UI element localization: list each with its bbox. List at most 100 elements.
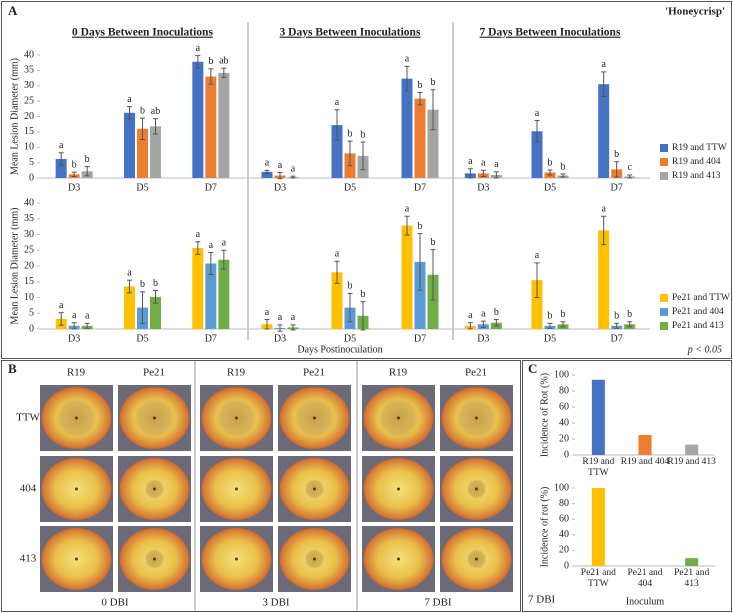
error-bar — [404, 215, 410, 236]
error-bar — [264, 319, 270, 330]
significance-letter: a — [335, 249, 340, 260]
error-bar — [547, 169, 553, 176]
y-tick-label: 20 — [24, 111, 34, 122]
panel-a-frame — [1, 1, 732, 359]
bar — [192, 61, 204, 178]
bar — [150, 296, 161, 329]
x-tick-label: D3 — [68, 333, 80, 344]
significance-letter: a — [291, 312, 296, 323]
y-tick-label: 30 — [24, 229, 34, 240]
bar — [331, 272, 343, 329]
x-tick-label: D7 — [205, 182, 217, 193]
bar — [591, 488, 605, 566]
y-tick-label: 20 — [559, 545, 569, 556]
x-tick-label: D3 — [477, 182, 489, 193]
error-bar — [84, 166, 90, 177]
significance-letter: b — [548, 311, 553, 322]
significance-letter: a — [405, 204, 410, 215]
x-tick-label: Pe21 and 413 — [674, 568, 710, 589]
y-tick-label: 15 — [24, 126, 34, 137]
bar — [55, 158, 67, 178]
wound — [235, 416, 238, 420]
error-bar — [153, 290, 158, 304]
significance-letter: a — [59, 300, 64, 311]
error-bar — [601, 71, 607, 98]
significance-letter: b — [494, 307, 499, 318]
column-label: R19 — [227, 367, 246, 379]
panel-label: B — [8, 361, 17, 376]
error-bar — [127, 106, 132, 120]
bar — [218, 259, 230, 329]
column-label: R19 — [389, 367, 408, 379]
error-bar — [290, 175, 296, 179]
error-bar — [534, 262, 540, 298]
x-tick-label: D3 — [274, 182, 286, 193]
x-axis-label: Inoculum — [626, 596, 665, 607]
error-bar — [547, 322, 553, 329]
significance-letter: a — [481, 158, 486, 169]
significance-letter: b — [361, 129, 366, 140]
y-tick-label: 0 — [564, 560, 569, 571]
significance-letter: a — [196, 229, 201, 240]
y-tick-label: 25 — [24, 95, 34, 106]
error-bar — [360, 141, 366, 171]
row-label: 404 — [20, 483, 37, 495]
x-tick-label: Pe21 and TTW — [580, 568, 616, 589]
significance-letter: a — [265, 307, 270, 318]
error-bar — [560, 321, 566, 328]
y-tick-label: 25 — [24, 245, 34, 256]
significance-letter: a — [335, 97, 340, 108]
error-bar — [614, 322, 620, 329]
significance-letter: a — [278, 312, 283, 323]
bar — [598, 84, 610, 178]
significance-letter: a — [85, 311, 90, 322]
wound — [153, 487, 156, 491]
y-tick-label: 30 — [24, 80, 34, 91]
legend-label: R19 and TTW — [672, 143, 727, 153]
error-bar — [467, 322, 473, 330]
significance-letter: a — [278, 160, 283, 171]
wound — [153, 416, 156, 420]
significance-letter: ab — [151, 106, 160, 117]
significance-letter: b — [418, 221, 423, 232]
legend-label: R19 and 413 — [672, 171, 721, 181]
significance-letter: a — [196, 43, 201, 54]
wound — [153, 557, 156, 561]
significance-letter: a — [127, 267, 132, 278]
y-tick-label: 100 — [554, 369, 569, 380]
bar — [591, 379, 605, 455]
wound — [75, 487, 78, 491]
legend-swatch — [660, 308, 668, 316]
x-tick-label-box: R19 and TTW — [582, 457, 614, 478]
x-tick-label-box: Pe21 and 404 — [627, 568, 662, 589]
y-tick-label: 5 — [29, 157, 34, 168]
group-caption: 0 DBI — [101, 597, 129, 609]
bar — [401, 225, 413, 329]
x-tick-label: D3 — [68, 182, 80, 193]
x-tick-label: D5 — [136, 333, 148, 344]
error-bar — [627, 174, 633, 179]
significance-letter: a — [59, 140, 64, 151]
error-bar — [347, 292, 353, 323]
y-axis-label: Incidence of rot (%) — [539, 487, 550, 568]
y-axis-label: Mean Lesion Diameter (mm) — [9, 208, 20, 325]
y-tick-label: 15 — [24, 276, 34, 287]
wound — [235, 487, 238, 491]
significance-letter: b — [140, 105, 145, 116]
bar — [150, 126, 161, 178]
bar — [414, 98, 426, 178]
chart-title: 7 Days Between Inoculations — [480, 27, 621, 39]
y-tick-label: 20 — [559, 433, 569, 444]
error-bar — [480, 320, 486, 328]
wound — [397, 557, 400, 561]
legend-swatch — [660, 144, 668, 152]
panel-b-frame — [1, 360, 521, 612]
significance-letter: b — [348, 281, 353, 292]
wound — [475, 487, 478, 491]
x-tick-label: D5 — [136, 182, 148, 193]
significance-letter: a — [127, 94, 132, 105]
x-tick-label: D7 — [205, 333, 217, 344]
bar — [531, 131, 543, 178]
error-bar — [290, 324, 296, 331]
